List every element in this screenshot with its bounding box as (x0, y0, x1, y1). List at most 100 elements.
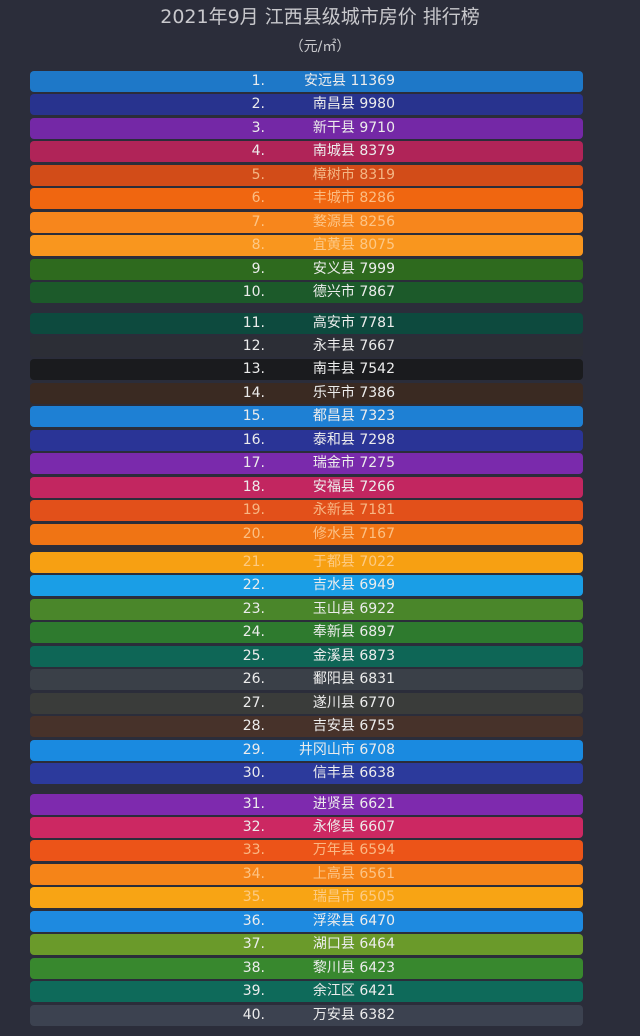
county-price: 吉安县 6755 (312, 718, 395, 735)
county-price: 安义县 7999 (312, 260, 395, 277)
county-price: 婺源县 8256 (312, 213, 395, 230)
county-price: 泰和县 7298 (312, 431, 395, 448)
ranking-row: 32. 永修县 6607 (30, 816, 583, 838)
county-price: 丰城市 8286 (312, 190, 395, 207)
rank-number: 12. (242, 337, 265, 354)
rank-number: 9. (251, 260, 265, 277)
ranking-row: 8. 宜黄县 8075 (30, 235, 583, 257)
county-price: 德兴市 7867 (312, 284, 395, 301)
rank-number: 14. (242, 384, 265, 401)
county-price: 万年县 6594 (312, 842, 395, 859)
rank-number: 8. (251, 237, 265, 254)
county-price: 信丰县 6638 (312, 765, 395, 782)
rank-number: 3. (251, 119, 265, 136)
county-price: 井冈山市 6708 (298, 741, 395, 758)
ranking-row: 37. 湖口县 6464 (30, 934, 583, 956)
ranking-row: 2. 南昌县 9980 (30, 94, 583, 116)
ranking-row: 21. 于都县 7022 (30, 552, 583, 573)
rank-number: 13. (242, 361, 265, 378)
rank-number: 38. (242, 959, 265, 976)
county-price: 乐平市 7386 (312, 384, 395, 401)
ranking-row: 4. 南城县 8379 (30, 141, 583, 163)
ranking-row: 31. 进贤县 6621 (30, 793, 583, 815)
ranking-row: 16. 泰和县 7298 (30, 429, 583, 451)
ranking-row: 6. 丰城市 8286 (30, 188, 583, 210)
ranking-row: 11. 高安市 7781 (30, 312, 583, 334)
rank-number: 29. (242, 741, 265, 758)
county-price: 余江区 6421 (312, 983, 395, 1000)
rank-number: 4. (251, 143, 265, 160)
county-price: 奉新县 6897 (312, 624, 395, 641)
county-price: 遂川县 6770 (312, 694, 395, 711)
county-price: 永新县 7181 (312, 502, 395, 519)
county-price: 上高县 6561 (312, 865, 395, 882)
rank-number: 7. (251, 213, 265, 230)
ranking-row: 12. 永丰县 7667 (30, 335, 583, 357)
ranking-row: 38. 黎川县 6423 (30, 957, 583, 979)
ranking-row: 14. 乐平市 7386 (30, 382, 583, 404)
county-price: 鄱阳县 6831 (312, 671, 395, 688)
ranking-row: 22. 吉水县 6949 (30, 575, 583, 597)
ranking-row: 35. 瑞昌市 6505 (30, 887, 583, 909)
county-price: 黎川县 6423 (312, 959, 395, 976)
rank-number: 34. (242, 865, 265, 882)
rank-number: 23. (242, 600, 265, 617)
county-price: 安福县 7266 (312, 478, 395, 495)
county-price: 宜黄县 8075 (312, 237, 395, 254)
county-price: 安远县 11369 (304, 73, 395, 89)
county-price: 修水县 7167 (312, 525, 395, 542)
ranking-row: 27. 遂川县 6770 (30, 692, 583, 714)
ranking-row: 1. 安远县 11369 (30, 71, 583, 92)
rank-number: 15. (242, 408, 265, 425)
ranking-row: 24. 奉新县 6897 (30, 622, 583, 644)
rank-number: 27. (242, 694, 265, 711)
rank-number: 20. (242, 525, 265, 542)
county-price: 新干县 9710 (312, 119, 395, 136)
rank-number: 11. (242, 314, 265, 331)
county-price: 于都县 7022 (312, 554, 395, 570)
county-price: 玉山县 6922 (312, 600, 395, 617)
rank-number: 21. (242, 554, 265, 570)
ranking-row: 9. 安义县 7999 (30, 258, 583, 280)
unit-label: （元/㎡） (289, 39, 351, 55)
ranking-row: 40. 万安县 6382 (30, 1004, 583, 1026)
rank-number: 22. (242, 577, 265, 594)
ranking-row: 20. 修水县 7167 (30, 523, 583, 545)
county-price: 樟树市 8319 (312, 166, 395, 183)
ranking-row: 36. 浮梁县 6470 (30, 910, 583, 932)
rank-number: 35. (242, 889, 265, 906)
ranking-row: 25. 金溪县 6873 (30, 645, 583, 667)
ranking-row: 10. 德兴市 7867 (30, 282, 583, 304)
rank-number: 1. (251, 73, 265, 89)
rank-number: 33. (242, 842, 265, 859)
county-price: 进贤县 6621 (312, 795, 395, 812)
county-price: 浮梁县 6470 (312, 912, 395, 929)
rank-number: 36. (242, 912, 265, 929)
county-price: 湖口县 6464 (312, 936, 395, 953)
county-price: 万安县 6382 (312, 1006, 395, 1023)
rank-number: 31. (242, 795, 265, 812)
county-price: 瑞昌市 6505 (312, 889, 395, 906)
ranking-row: 29. 井冈山市 6708 (30, 739, 583, 761)
rank-number: 17. (242, 455, 265, 472)
rank-number: 10. (242, 284, 265, 301)
rank-number: 19. (242, 502, 265, 519)
ranking-row: 7. 婺源县 8256 (30, 211, 583, 233)
rank-number: 26. (242, 671, 265, 688)
rank-number: 18. (242, 478, 265, 495)
county-price: 高安市 7781 (312, 314, 395, 331)
county-price: 南昌县 9980 (312, 96, 395, 113)
rank-number: 30. (242, 765, 265, 782)
county-price: 南城县 8379 (312, 143, 395, 160)
rank-number: 2. (251, 96, 265, 113)
ranking-row: 15. 都昌县 7323 (30, 406, 583, 428)
rank-number: 25. (242, 647, 265, 664)
ranking-row: 28. 吉安县 6755 (30, 716, 583, 738)
ranking-row: 30. 信丰县 6638 (30, 763, 583, 785)
ranking-row: 5. 樟树市 8319 (30, 164, 583, 186)
ranking-row: 3. 新干县 9710 (30, 117, 583, 139)
rank-number: 28. (242, 718, 265, 735)
chart-title: 2021年9月 江西县级城市房价 排行榜 (160, 6, 480, 28)
county-price: 吉水县 6949 (312, 577, 395, 594)
ranking-row: 34. 上高县 6561 (30, 863, 583, 885)
